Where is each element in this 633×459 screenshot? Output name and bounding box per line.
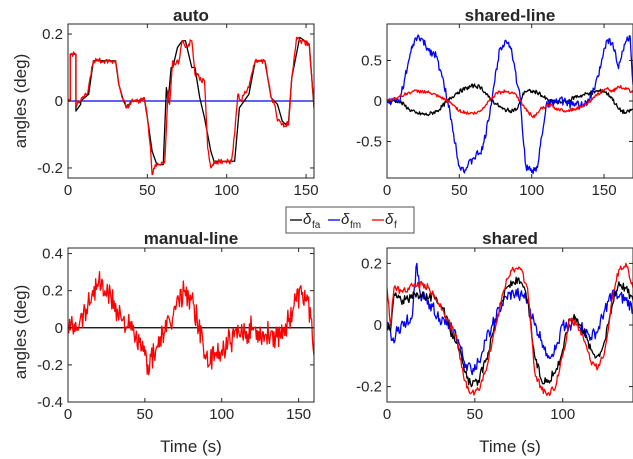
panel-title-shared: shared <box>482 229 538 248</box>
legend-symbol-f: δ <box>385 211 394 228</box>
x-tick-label: 0 <box>64 406 72 423</box>
x-tick-label: 50 <box>139 182 156 199</box>
y-tick-label: 0 <box>55 320 63 337</box>
x-axis-label-right: Time (s) <box>479 437 541 456</box>
series-line-manual-line-2 <box>68 271 314 376</box>
series-line-shared-line-2 <box>387 34 633 175</box>
legend-entry-fa: δ fa <box>290 211 321 231</box>
y-tick-label: 0.2 <box>42 26 63 43</box>
legend-sub-f: f <box>394 220 397 231</box>
panel-title-auto: auto <box>173 6 209 25</box>
x-tick-label: 100 <box>550 406 575 423</box>
panel-shared-line: shared-line 0 50 100 150 -0.5 0 0.5 <box>356 6 633 199</box>
x-tick-label: 100 <box>214 182 239 199</box>
legend-sub-fa: fa <box>312 220 321 231</box>
y-tick-label: 0.2 <box>361 255 382 272</box>
panel-auto: auto 0 50 100 150-0.200.2 <box>37 6 318 199</box>
y-tick-label: -0.5 <box>356 134 382 151</box>
x-tick-label: 150 <box>286 406 311 423</box>
panel-title-manual-line: manual-line <box>144 229 238 248</box>
x-tick-label: 50 <box>137 406 154 423</box>
y-tick-label: 0 <box>374 317 382 334</box>
x-tick-label: 0 <box>383 406 391 423</box>
legend-symbol-fa: δ <box>303 211 312 228</box>
y-tick-label: 0.2 <box>42 283 63 300</box>
y-tick-label: 0 <box>55 93 63 110</box>
y-tick-label: -0.4 <box>37 394 63 411</box>
series-line-shared-3 <box>387 262 633 397</box>
series-line-shared-line-3 <box>387 85 633 119</box>
legend-entry-fm: δ fm <box>328 211 361 231</box>
x-tick-label: 0 <box>64 182 72 199</box>
x-axis-label-left: Time (s) <box>160 437 222 456</box>
y-tick-label: 0.5 <box>361 52 382 69</box>
y-axis-label-top: angles (deg) <box>11 54 30 149</box>
x-tick-label: 150 <box>592 182 617 199</box>
series-line-auto-3 <box>68 36 314 176</box>
y-tick-label: 0 <box>374 93 382 110</box>
legend: δ fa δ fm δ f <box>285 206 415 234</box>
y-tick-label: 0.4 <box>42 246 63 263</box>
legend-entry-f: δ f <box>372 211 397 231</box>
x-tick-label: 50 <box>467 406 484 423</box>
x-tick-label: 100 <box>519 182 544 199</box>
x-tick-label: 150 <box>294 182 319 199</box>
legend-box <box>285 206 415 234</box>
x-tick-label: 50 <box>451 182 468 199</box>
y-axis-label-bottom: angles (deg) <box>11 285 30 380</box>
y-tick-label: -0.2 <box>356 379 382 396</box>
panel-shared: shared 0 50 100-0.200.2 <box>356 229 633 423</box>
y-tick-label: -0.2 <box>37 160 63 177</box>
legend-sub-fm: fm <box>350 220 361 231</box>
legend-symbol-fm: δ <box>341 211 350 228</box>
x-tick-label: 0 <box>383 182 391 199</box>
panel-title-shared-line: shared-line <box>465 6 556 25</box>
series-line-shared-1 <box>387 262 633 376</box>
y-tick-label: -0.2 <box>37 357 63 374</box>
x-tick-label: 100 <box>209 406 234 423</box>
panel-manual-line: manual-line 0 50 100 150 -0.4 -0.2 0 0.2 0.4 <box>37 229 315 423</box>
axes-box-manual-line <box>67 247 315 403</box>
series-line-shared-2 <box>387 276 633 388</box>
